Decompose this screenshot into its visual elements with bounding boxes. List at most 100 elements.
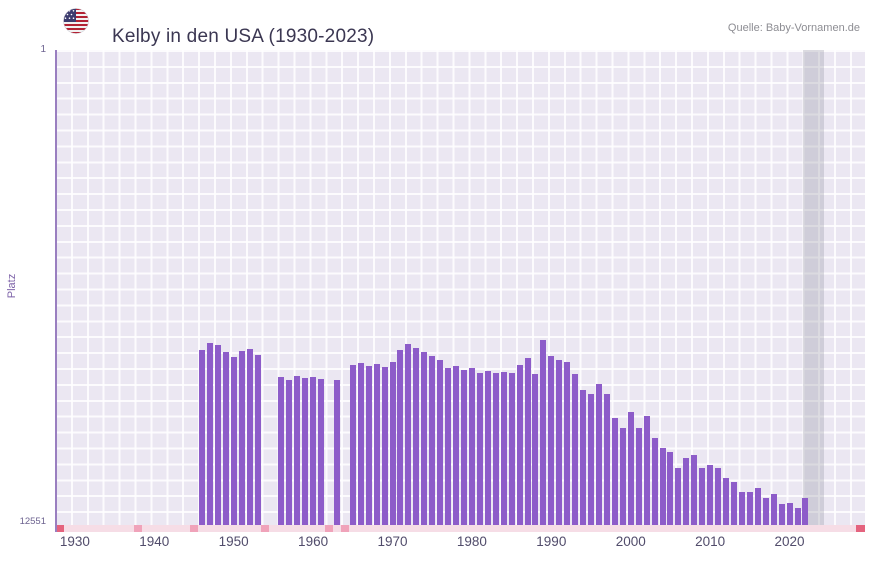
rank-bar-1988[interactable] xyxy=(532,373,539,525)
rank-bar-1999[interactable] xyxy=(619,428,626,525)
rank-bar-1977[interactable] xyxy=(445,367,452,525)
rank-bar-1948[interactable] xyxy=(214,344,221,525)
rank-bar-2012[interactable] xyxy=(723,478,730,525)
rank-bar-1998[interactable] xyxy=(611,417,618,525)
rank-bar-1991[interactable] xyxy=(556,359,563,525)
rank-bar-2008[interactable] xyxy=(691,454,698,525)
rank-bar-2009[interactable] xyxy=(699,467,706,525)
rank-bar-1997[interactable] xyxy=(603,394,610,525)
rank-bar-1957[interactable] xyxy=(286,380,293,525)
rank-bar-2015[interactable] xyxy=(746,492,753,525)
baseline-cap-right xyxy=(856,525,865,532)
rank-bar-1987[interactable] xyxy=(524,358,531,525)
rank-bar-1993[interactable] xyxy=(572,373,579,525)
source-attribution-link[interactable]: Quelle: Baby-Vornamen.de xyxy=(727,22,860,34)
no-rank-mark-1954 xyxy=(261,525,270,532)
rank-bar-2021[interactable] xyxy=(794,507,801,525)
rank-bar-2007[interactable] xyxy=(683,457,690,525)
rank-bar-2010[interactable] xyxy=(707,464,714,525)
rank-bar-1947[interactable] xyxy=(206,342,213,525)
rank-bar-1965[interactable] xyxy=(349,364,356,525)
rank-bar-1990[interactable] xyxy=(548,355,555,525)
rank-bar-2004[interactable] xyxy=(659,448,666,525)
rank-bar-1975[interactable] xyxy=(429,355,436,525)
plot-area xyxy=(55,50,865,525)
rank-bar-1969[interactable] xyxy=(381,367,388,525)
x-tick-label-1970: 1970 xyxy=(377,534,408,549)
rank-bar-1995[interactable] xyxy=(588,394,595,525)
x-tick-label-1950: 1950 xyxy=(218,534,249,549)
rank-bar-1966[interactable] xyxy=(357,362,364,525)
rank-bar-1982[interactable] xyxy=(484,370,491,525)
chart-title: Kelby in den USA (1930-2023) xyxy=(112,25,375,47)
rank-bar-1973[interactable] xyxy=(413,347,420,525)
rank-bar-1946[interactable] xyxy=(198,350,205,525)
rank-bar-1992[interactable] xyxy=(564,361,571,525)
rank-bar-1981[interactable] xyxy=(476,372,483,525)
y-axis-line xyxy=(55,50,57,532)
x-axis-baseline xyxy=(55,525,865,532)
rank-bar-1958[interactable] xyxy=(294,375,301,525)
rank-bar-2001[interactable] xyxy=(635,428,642,525)
y-axis-tick-max: 1 xyxy=(40,44,46,55)
rank-bar-1951[interactable] xyxy=(238,350,245,525)
rank-bar-2013[interactable] xyxy=(730,481,737,525)
rank-bar-1961[interactable] xyxy=(318,378,325,525)
y-axis-label: Platz xyxy=(6,273,18,299)
rank-bar-1960[interactable] xyxy=(310,376,317,525)
rank-bar-1971[interactable] xyxy=(397,350,404,525)
rank-bar-1959[interactable] xyxy=(302,378,309,525)
no-rank-mark-1962 xyxy=(324,525,333,532)
rank-bar-1979[interactable] xyxy=(460,369,467,525)
rank-bar-1994[interactable] xyxy=(580,389,587,525)
rank-bar-1974[interactable] xyxy=(421,351,428,525)
baseline-cap-left xyxy=(55,525,64,532)
rank-bar-1985[interactable] xyxy=(508,372,515,525)
rank-bar-1952[interactable] xyxy=(246,348,253,525)
rank-bar-1972[interactable] xyxy=(405,344,412,525)
rank-bar-1978[interactable] xyxy=(453,365,460,525)
x-tick-label-1980: 1980 xyxy=(456,534,487,549)
rank-bar-1953[interactable] xyxy=(254,355,261,525)
rank-bar-1980[interactable] xyxy=(468,367,475,525)
rank-bar-1967[interactable] xyxy=(365,365,372,525)
y-axis-tick-min: 12551 xyxy=(19,516,46,527)
rank-bar-1963[interactable] xyxy=(333,380,340,525)
rank-bar-1989[interactable] xyxy=(540,339,547,525)
rank-bar-2018[interactable] xyxy=(770,493,777,525)
x-tick-label-2010: 2010 xyxy=(695,534,726,549)
rank-bar-1970[interactable] xyxy=(389,361,396,525)
rank-bar-2011[interactable] xyxy=(715,467,722,525)
rank-bar-2016[interactable] xyxy=(754,487,761,525)
x-axis-ticks: 1930 1940 1950 1960 1970 1980 1990 2000 2010 2020 xyxy=(55,534,865,556)
rank-bar-2020[interactable] xyxy=(786,503,793,525)
no-rank-mark-1964 xyxy=(340,525,349,532)
x-tick-label-1960: 1960 xyxy=(298,534,329,549)
rank-bar-2014[interactable] xyxy=(738,492,745,525)
rank-bar-2022[interactable] xyxy=(802,498,809,525)
rank-bar-2002[interactable] xyxy=(643,415,650,525)
rank-bar-2000[interactable] xyxy=(627,412,634,525)
rank-bar-2005[interactable] xyxy=(667,451,674,525)
rank-bar-2006[interactable] xyxy=(675,467,682,525)
rank-bar-1956[interactable] xyxy=(278,376,285,525)
rank-bar-1983[interactable] xyxy=(492,372,499,525)
x-tick-label-1940: 1940 xyxy=(139,534,170,549)
rank-bar-1968[interactable] xyxy=(373,364,380,525)
recent-years-highlight-band xyxy=(803,50,824,525)
rank-bar-1949[interactable] xyxy=(222,351,229,525)
no-rank-mark-1945 xyxy=(189,525,198,532)
rank-bar-1986[interactable] xyxy=(516,364,523,525)
rank-bar-2017[interactable] xyxy=(762,498,769,525)
x-tick-label-1990: 1990 xyxy=(536,534,567,549)
rank-bar-1984[interactable] xyxy=(500,372,507,525)
no-rank-mark-1938 xyxy=(134,525,143,532)
x-tick-label-2000: 2000 xyxy=(615,534,646,549)
rank-bar-1996[interactable] xyxy=(595,383,602,525)
rank-bar-1976[interactable] xyxy=(437,359,444,525)
rank-bar-2003[interactable] xyxy=(651,437,658,525)
rank-bar-2019[interactable] xyxy=(778,504,785,525)
rank-bar-1950[interactable] xyxy=(230,356,237,525)
x-tick-label-2020: 2020 xyxy=(774,534,805,549)
